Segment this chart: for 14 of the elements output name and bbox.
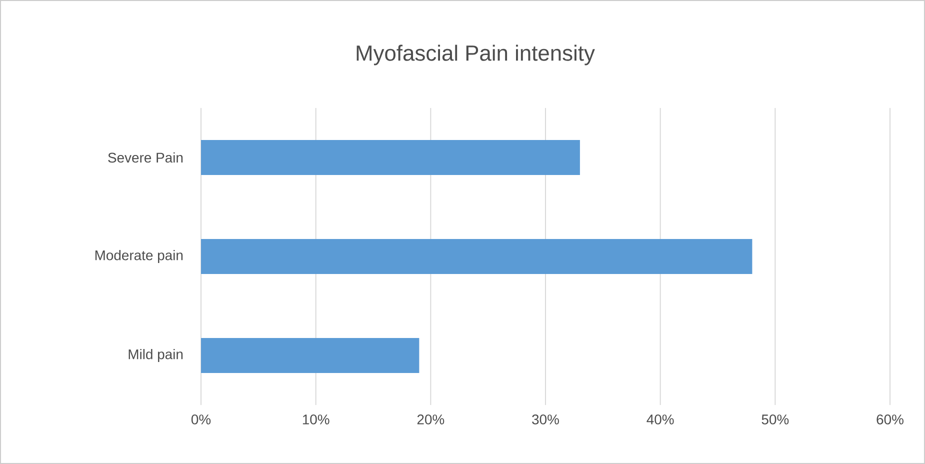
x-tick-label: 0% <box>191 414 211 424</box>
bar <box>201 338 420 373</box>
bar <box>201 239 752 274</box>
y-tick-label: Severe Pain <box>108 152 183 163</box>
bar <box>201 140 580 175</box>
x-tick-label: 20% <box>417 414 444 424</box>
y-tick-label: Mild pain <box>128 348 183 362</box>
x-tick-label: 30% <box>532 414 559 424</box>
x-tick-label: 50% <box>762 414 789 424</box>
y-tick-label: Moderate pain <box>95 250 183 263</box>
x-tick-label: 60% <box>876 414 904 424</box>
x-tick-label: 10% <box>302 414 330 424</box>
x-tick-label: 40% <box>646 414 674 424</box>
chart-title: Myofascial Pain intensity <box>356 44 595 66</box>
